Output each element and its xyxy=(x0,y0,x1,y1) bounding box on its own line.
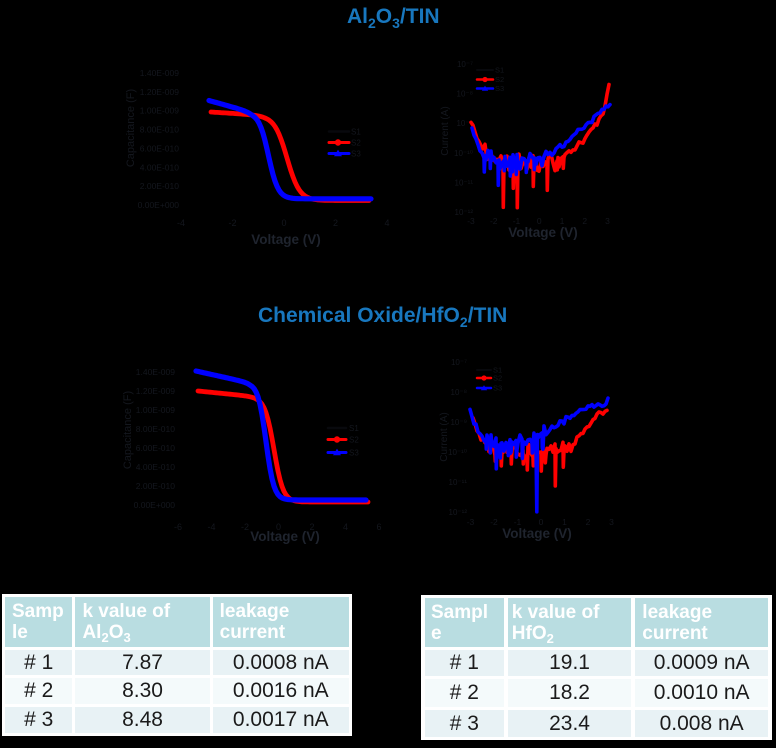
svg-text:-3: -3 xyxy=(467,517,475,527)
svg-text:4.00E-010: 4.00E-010 xyxy=(140,162,179,172)
svg-text:S2: S2 xyxy=(351,139,361,148)
svg-text:10⁻¹⁰: 10⁻¹⁰ xyxy=(448,448,467,457)
svg-text:-2: -2 xyxy=(490,517,498,527)
svg-text:0: 0 xyxy=(281,218,286,228)
svg-text:0.00E+000: 0.00E+000 xyxy=(134,500,176,510)
svg-text:1.00E-009: 1.00E-009 xyxy=(140,106,179,116)
svg-text:1.00E-009: 1.00E-009 xyxy=(136,405,175,415)
svg-text:S2: S2 xyxy=(493,374,502,383)
svg-text:-4: -4 xyxy=(177,218,185,228)
svg-text:10⁻⁷: 10⁻⁷ xyxy=(451,358,467,367)
svg-text:S2: S2 xyxy=(349,436,359,445)
svg-text:1.40E-009: 1.40E-009 xyxy=(140,68,179,78)
svg-text:S1: S1 xyxy=(351,128,361,137)
svg-text:Capacitance (F): Capacitance (F) xyxy=(125,89,137,167)
svg-text:3: 3 xyxy=(605,216,610,226)
svg-text:-1: -1 xyxy=(513,216,521,226)
svg-text:1.20E-009: 1.20E-009 xyxy=(136,386,175,396)
svg-text:Voltage (V): Voltage (V) xyxy=(251,232,321,247)
svg-text:8.00E-010: 8.00E-010 xyxy=(136,424,175,434)
svg-text:-6: -6 xyxy=(174,522,182,532)
svg-text:2: 2 xyxy=(309,522,314,532)
svg-text:2: 2 xyxy=(582,216,587,226)
svg-text:S1: S1 xyxy=(493,366,502,375)
svg-text:Current (A): Current (A) xyxy=(439,412,450,461)
svg-text:10⁻¹⁰: 10⁻¹⁰ xyxy=(454,149,473,158)
svg-text:6.00E-010: 6.00E-010 xyxy=(136,443,175,453)
svg-text:-1: -1 xyxy=(514,517,522,527)
svg-text:Voltage (V): Voltage (V) xyxy=(250,529,320,544)
svg-text:6: 6 xyxy=(376,522,381,532)
svg-text:1: 1 xyxy=(560,216,565,226)
svg-text:Current (A): Current (A) xyxy=(440,106,451,155)
svg-text:S1: S1 xyxy=(495,66,504,75)
svg-text:3: 3 xyxy=(609,517,614,527)
svg-text:10⁻⁹: 10⁻⁹ xyxy=(456,119,473,128)
svg-text:S3: S3 xyxy=(493,384,502,393)
svg-text:-2: -2 xyxy=(490,216,498,226)
svg-text:6.00E-010: 6.00E-010 xyxy=(140,143,179,153)
svg-text:10⁻⁹: 10⁻⁹ xyxy=(450,418,467,427)
svg-text:S3: S3 xyxy=(349,449,359,458)
svg-text:2.00E-010: 2.00E-010 xyxy=(136,481,175,491)
svg-text:S1: S1 xyxy=(349,424,359,433)
svg-text:10⁻⁷: 10⁻⁷ xyxy=(457,60,473,69)
svg-text:2.00E-010: 2.00E-010 xyxy=(140,181,179,191)
svg-text:1: 1 xyxy=(562,517,567,527)
svg-text:S3: S3 xyxy=(351,150,361,159)
svg-text:Voltage (V): Voltage (V) xyxy=(508,225,578,240)
svg-text:4: 4 xyxy=(384,218,389,228)
svg-text:10⁻¹¹: 10⁻¹¹ xyxy=(455,178,474,187)
svg-text:2: 2 xyxy=(586,517,591,527)
svg-text:10⁻¹²: 10⁻¹² xyxy=(455,208,474,217)
svg-text:0.00E+000: 0.00E+000 xyxy=(138,200,180,210)
svg-text:0: 0 xyxy=(276,522,281,532)
svg-text:S3: S3 xyxy=(495,84,504,93)
svg-text:10⁻⁸: 10⁻⁸ xyxy=(451,388,468,397)
svg-text:1.40E-009: 1.40E-009 xyxy=(136,367,175,377)
svg-text:-3: -3 xyxy=(467,216,475,226)
svg-text:-4: -4 xyxy=(207,522,215,532)
svg-text:S2: S2 xyxy=(495,75,504,84)
svg-text:-2: -2 xyxy=(228,218,236,228)
svg-text:0: 0 xyxy=(539,517,544,527)
svg-text:4.00E-010: 4.00E-010 xyxy=(136,462,175,472)
svg-text:4: 4 xyxy=(343,522,348,532)
svg-text:1.20E-009: 1.20E-009 xyxy=(140,87,179,97)
svg-text:10⁻¹²: 10⁻¹² xyxy=(449,508,468,517)
svg-text:Voltage (V): Voltage (V) xyxy=(502,526,572,541)
svg-text:Capacitance (F): Capacitance (F) xyxy=(122,391,134,469)
svg-text:8.00E-010: 8.00E-010 xyxy=(140,125,179,135)
svg-text:10⁻¹¹: 10⁻¹¹ xyxy=(449,478,468,487)
svg-text:2: 2 xyxy=(333,218,338,228)
svg-text:-2: -2 xyxy=(241,522,249,532)
svg-text:0: 0 xyxy=(537,216,542,226)
svg-text:10⁻⁸: 10⁻⁸ xyxy=(457,90,474,99)
